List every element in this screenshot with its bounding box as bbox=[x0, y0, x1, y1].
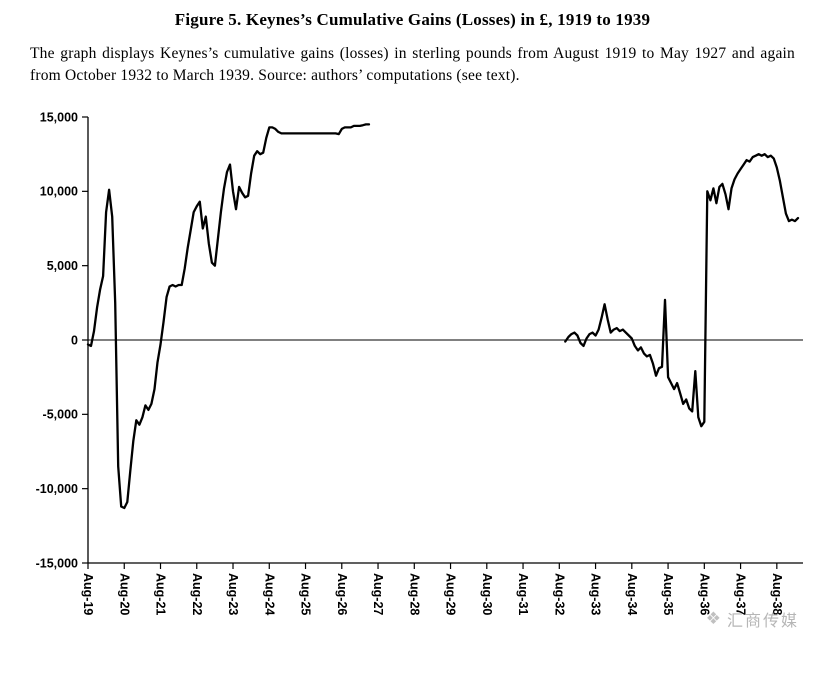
x-tick-label: Aug-32 bbox=[552, 573, 566, 615]
y-tick-label: -15,000 bbox=[36, 556, 78, 570]
x-tick-label: Aug-31 bbox=[516, 573, 530, 615]
y-tick-label: 10,000 bbox=[40, 185, 78, 199]
figure-caption: The graph displays Keynes’s cumulative g… bbox=[30, 45, 795, 84]
figure-title: Figure 5. Keynes’s Cumulative Gains (Los… bbox=[174, 10, 651, 29]
x-tick-label: Aug-22 bbox=[190, 573, 204, 615]
y-axis-ticks: 15,000 10,000 5,000 0 -5,000 -10,000 -15,000 bbox=[36, 110, 88, 570]
keynes-cumulative-gains-line-chart: 15,00010,0005,0000-5,000-10,000-15,000Au… bbox=[36, 110, 803, 615]
x-tick-label: Aug-26 bbox=[335, 573, 349, 615]
x-tick-label: Aug-19 bbox=[81, 573, 95, 615]
x-tick-label: Aug-23 bbox=[226, 573, 240, 615]
y-tick-label: 5,000 bbox=[47, 259, 78, 273]
x-tick-label: Aug-34 bbox=[625, 573, 639, 615]
y-tick-label: -10,000 bbox=[36, 482, 78, 496]
x-tick-label: Aug-27 bbox=[371, 573, 385, 615]
x-tick-label: Aug-21 bbox=[154, 573, 168, 615]
x-tick-label: Aug-33 bbox=[589, 573, 603, 615]
y-tick-label: -5,000 bbox=[43, 408, 78, 422]
x-tick-label: Aug-28 bbox=[407, 573, 421, 615]
y-tick-label: 0 bbox=[71, 333, 78, 347]
series-line-aug-1919-to-may-1927 bbox=[86, 123, 371, 510]
x-tick-label: Aug-37 bbox=[734, 573, 748, 615]
x-tick-label: Aug-35 bbox=[661, 573, 675, 615]
x-axis-ticks: Aug-19 Aug-20 Aug-21 Aug-22 Aug-23 Aug-24 Aug-… bbox=[81, 563, 784, 615]
x-tick-label: Aug-36 bbox=[697, 573, 711, 615]
axes bbox=[87, 117, 803, 564]
x-tick-label: Aug-24 bbox=[262, 573, 276, 615]
x-tick-label: Aug-25 bbox=[299, 573, 313, 615]
y-tick-label: 15,000 bbox=[40, 110, 78, 124]
x-tick-label: Aug-20 bbox=[117, 573, 131, 615]
series-line-oct-1932-to-mar-1939 bbox=[564, 153, 800, 428]
x-tick-label: Aug-29 bbox=[444, 573, 458, 615]
chart-area: 15,000 10,000 5,000 0 -5,000 -10,000 -15,000 Au… bbox=[0, 97, 825, 637]
figure-page: Figure 5. Keynes’s Cumulative Gains (Los… bbox=[0, 10, 825, 637]
watermark-logo-icon: ❖ bbox=[705, 609, 721, 628]
watermark: ❖ 汇商传媒 bbox=[706, 607, 799, 631]
x-tick-label: Aug-38 bbox=[770, 573, 784, 615]
x-tick-label: Aug-30 bbox=[480, 573, 494, 615]
watermark-text: 汇商传媒 bbox=[726, 613, 799, 630]
